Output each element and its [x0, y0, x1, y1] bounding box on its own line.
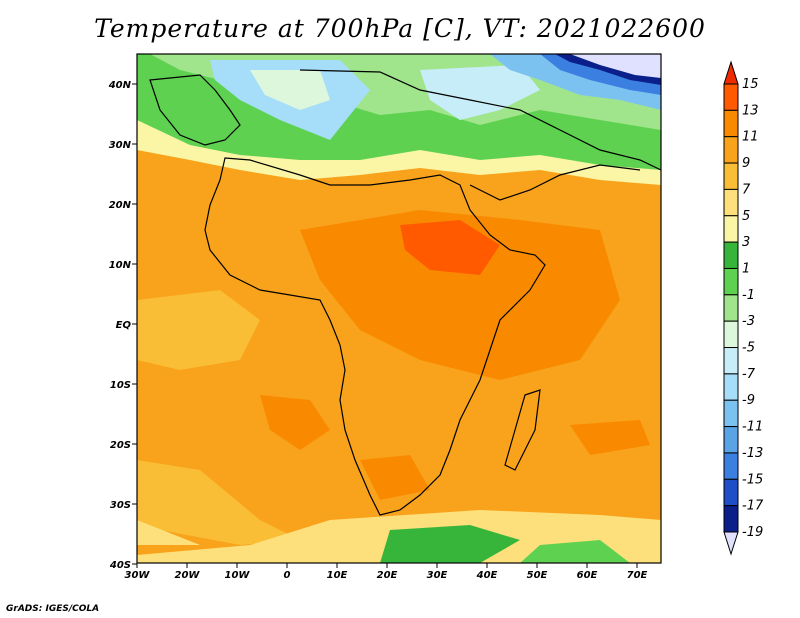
- lat-tick-label: 30S: [110, 500, 131, 511]
- colorbar: 15 13 11 9 7 5 3 1 -1 -3 -5 -7 -9 -11 -13 -15 -17 -19: [723, 60, 764, 556]
- colorbar-label: 3: [742, 235, 750, 250]
- colorbar-label: -3: [742, 314, 755, 329]
- colorbar-swatch: [723, 505, 739, 533]
- colorbar-swatch: [723, 109, 739, 138]
- colorbar-label: -19: [742, 525, 763, 540]
- lon-tick-label: 70E: [627, 570, 648, 581]
- lat-tick-label: EQ: [116, 320, 132, 331]
- colorbar-label: -7: [742, 367, 756, 382]
- colorbar-label: 9: [742, 156, 750, 171]
- lon-tick-label: 30W: [125, 570, 151, 581]
- colorbar-swatch: [723, 83, 739, 111]
- lon-tick-label: 20E: [377, 570, 398, 581]
- lon-tick-label: 40E: [476, 570, 498, 581]
- colorbar-label: -9: [742, 393, 755, 408]
- colorbar-swatch: [723, 320, 739, 349]
- colorbar-swatch: [723, 136, 739, 164]
- chart-title: Temperature at 700hPa [C], VT: 202102260…: [94, 14, 706, 43]
- lon-tick-label: 30E: [427, 570, 448, 581]
- colorbar-swatch: [723, 294, 739, 322]
- lat-tick-label: 40S: [109, 560, 131, 571]
- coastline: [149, 69, 661, 516]
- colorbar-label: 11: [742, 130, 759, 145]
- colorbar-swatch: [723, 241, 739, 269]
- colorbar-label: -11: [742, 420, 763, 435]
- colorbar-swatch: [723, 373, 739, 401]
- colorbar-bottom-arrow: [723, 531, 739, 556]
- colorbar-label: -13: [742, 446, 763, 461]
- colorbar-label: -17: [742, 499, 764, 514]
- colorbar-label: 5: [742, 209, 750, 224]
- colorbar-label: 7: [742, 182, 751, 197]
- colorbar-swatch: [723, 347, 739, 375]
- colorbar-swatch: [723, 188, 739, 217]
- colorbar-swatch: [723, 162, 739, 190]
- lat-tick-label: 40N: [108, 80, 132, 91]
- colorbar-label: -1: [742, 288, 755, 303]
- lon-tick-label: 50E: [527, 570, 548, 581]
- lat-tick-label: 20S: [110, 440, 131, 451]
- lon-tick-label: 20W: [175, 570, 201, 581]
- latitude-axis: 40N 30N 20N 10N EQ 10S 20S 30S 40S: [108, 80, 137, 571]
- lon-tick-label: 60E: [577, 570, 598, 581]
- colorbar-label: 13: [742, 103, 759, 118]
- lon-tick-label: 0: [284, 570, 291, 581]
- temperature-field: [137, 54, 661, 563]
- lat-tick-label: 30N: [109, 140, 132, 151]
- colorbar-label: -15: [742, 472, 763, 487]
- colorbar-label: 1: [742, 261, 750, 276]
- lat-tick-label: 20N: [109, 200, 132, 211]
- map-frame: [136, 53, 662, 564]
- colorbar-label: -5: [742, 341, 755, 356]
- colorbar-swatch: [723, 478, 739, 507]
- lon-tick-label: 10E: [327, 570, 348, 581]
- colorbar-swatch: [723, 426, 739, 454]
- longitude-axis: 30W 20W 10W 0 10E 20E 30E 40E 50E 60E 70E: [125, 563, 648, 581]
- colorbar-swatch: [723, 215, 739, 243]
- colorbar-label: 15: [742, 77, 759, 92]
- colorbar-swatch: [723, 267, 739, 296]
- colorbar-swatch: [723, 452, 739, 480]
- lat-tick-label: 10S: [110, 380, 131, 391]
- colorbar-top-arrow: [723, 60, 739, 85]
- lat-tick-label: 10N: [109, 260, 132, 271]
- colorbar-swatch: [723, 399, 739, 428]
- lon-tick-label: 10W: [225, 570, 251, 581]
- credit-text: GrADS: IGES/COLA: [6, 604, 100, 614]
